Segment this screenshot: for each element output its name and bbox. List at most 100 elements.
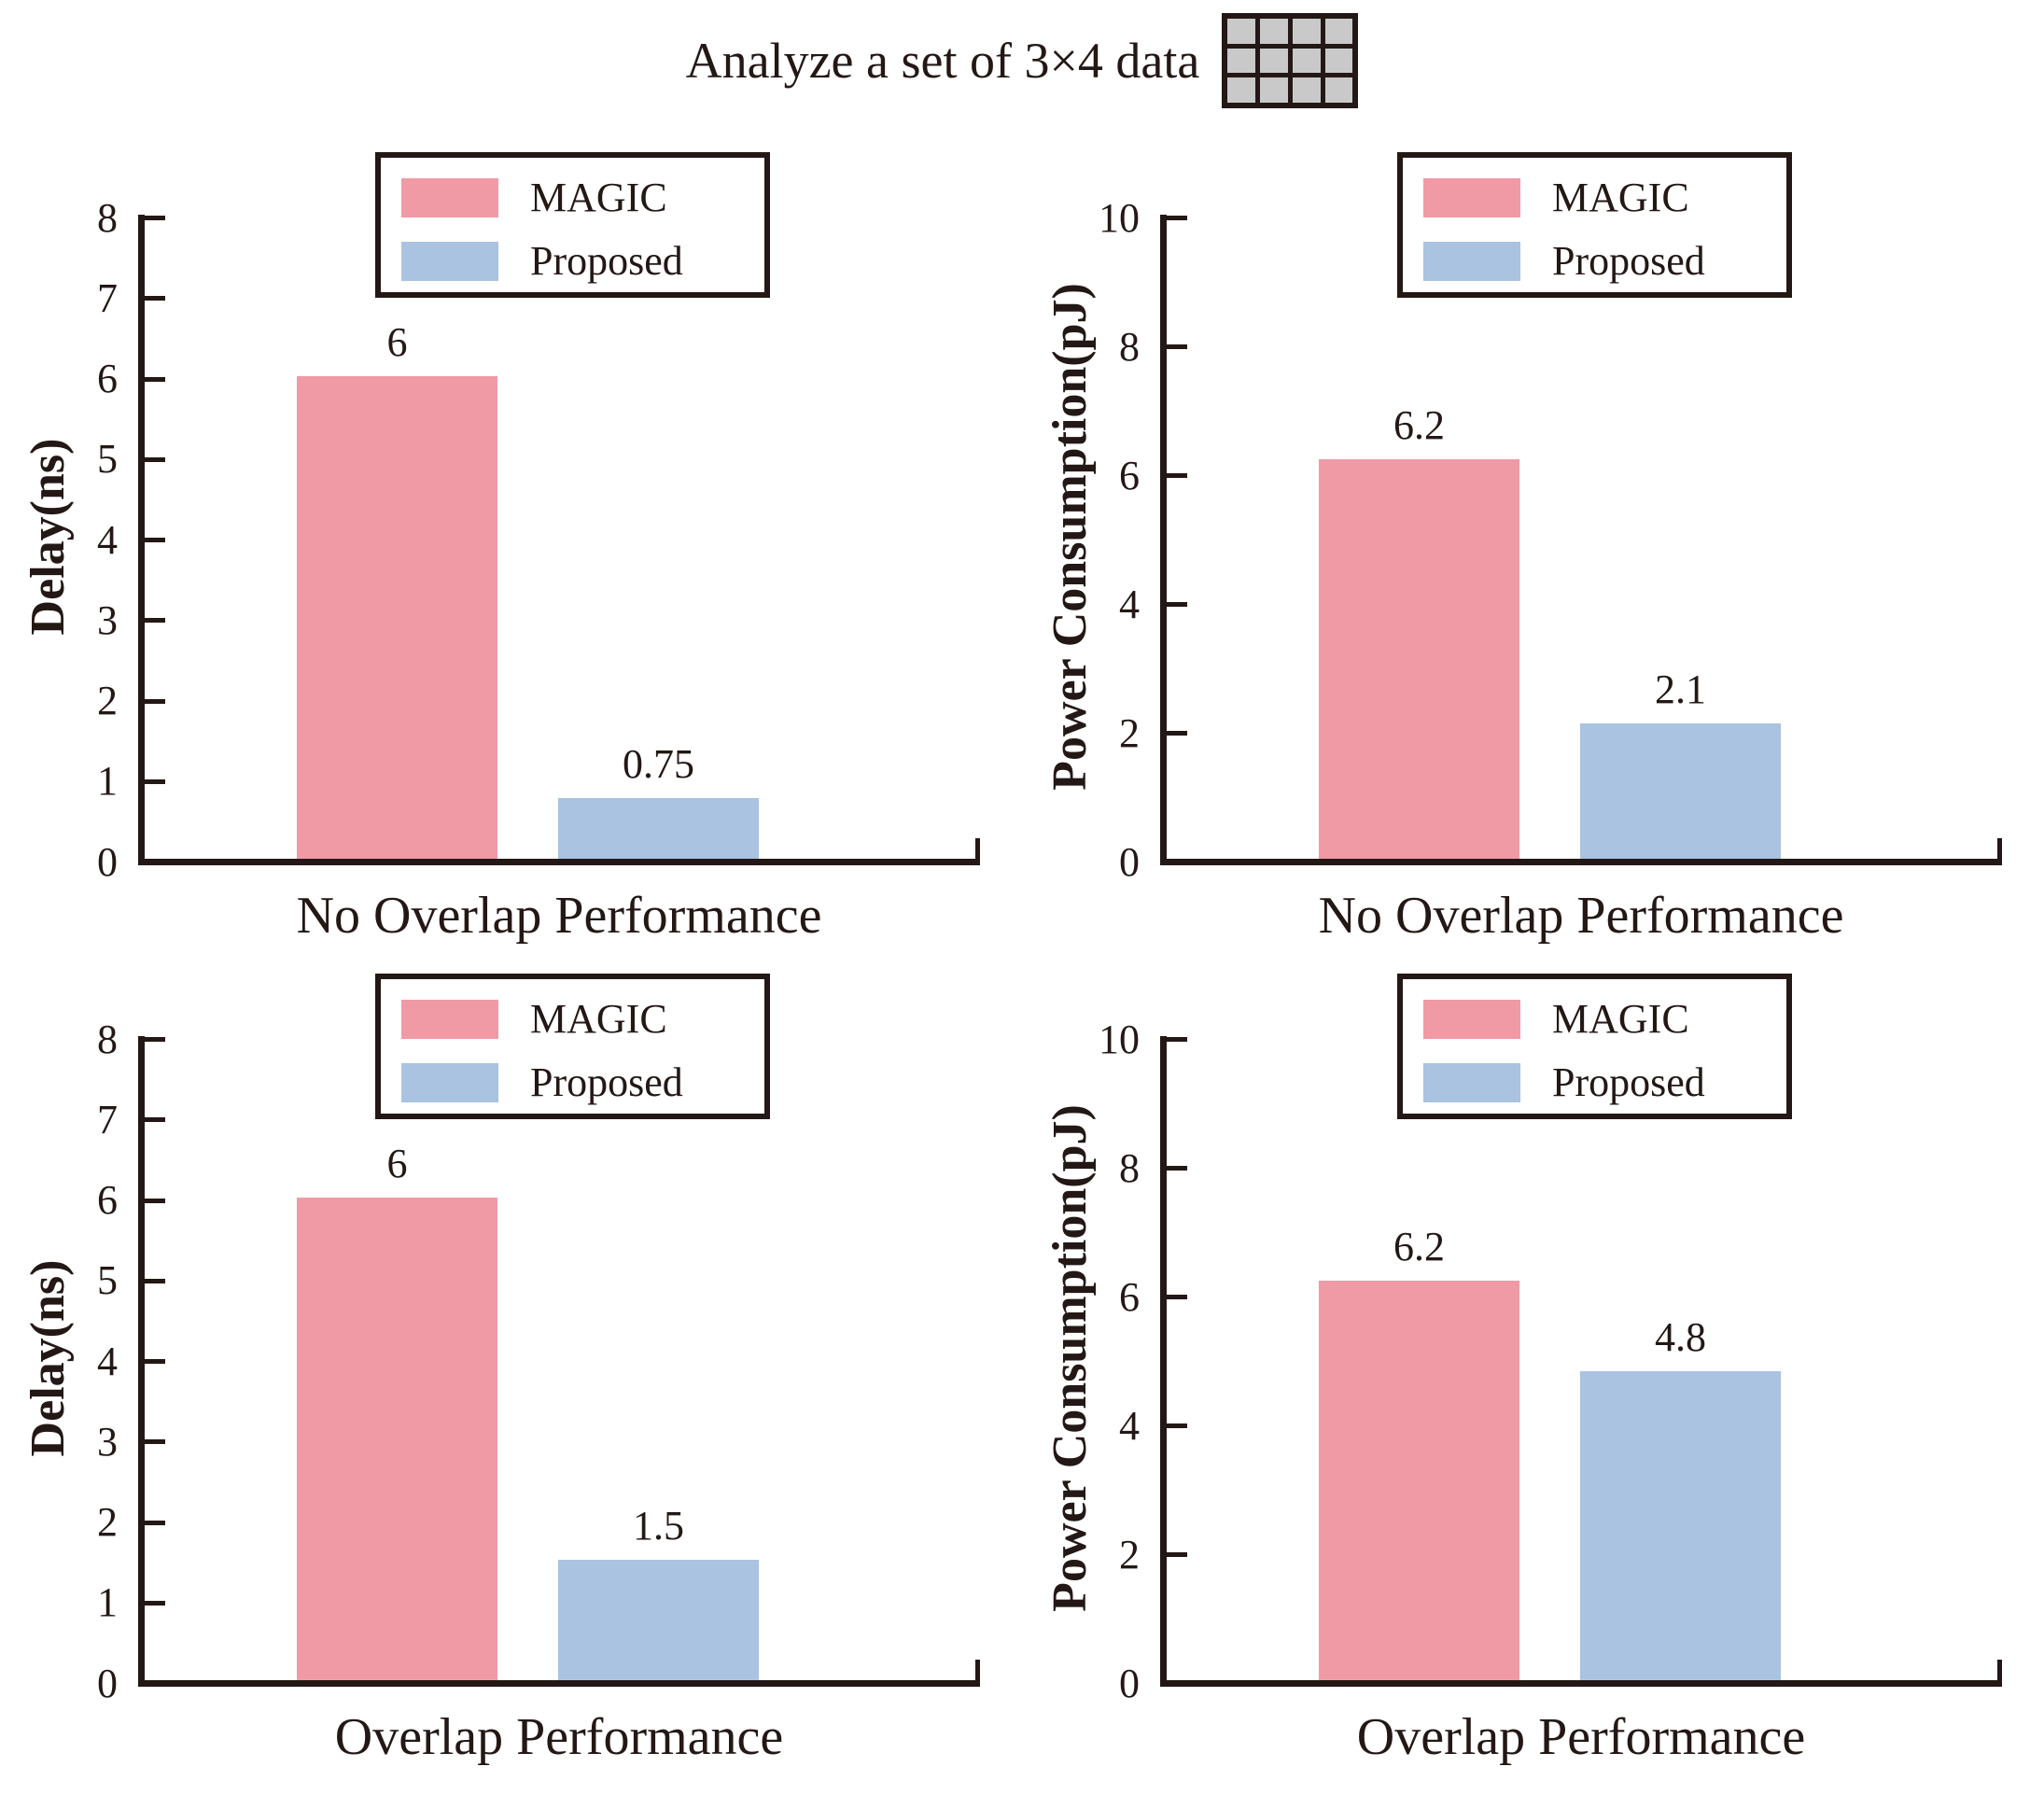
x-axis-end-tick bbox=[1997, 838, 2002, 859]
x-axis bbox=[1160, 1680, 2002, 1687]
y-tick-label: 6 bbox=[97, 356, 118, 401]
x-axis-end-tick bbox=[975, 1660, 980, 1680]
y-axis-title: Power Consumption(pJ) bbox=[1043, 1104, 1097, 1612]
legend-swatch-proposed bbox=[401, 242, 498, 281]
y-tick bbox=[145, 1278, 165, 1283]
grid-icon-cell bbox=[1324, 77, 1353, 103]
y-axis bbox=[138, 1036, 145, 1687]
y-tick-label: 4 bbox=[1119, 1402, 1140, 1449]
bar-value-label: 6 bbox=[386, 318, 408, 365]
y-tick-label: 8 bbox=[97, 1016, 118, 1062]
y-tick-label: 10 bbox=[1099, 194, 1140, 241]
y-tick bbox=[1167, 344, 1187, 349]
legend-label: Proposed bbox=[1552, 238, 1705, 284]
y-tick-label: 0 bbox=[97, 838, 118, 885]
y-tick-label: 3 bbox=[97, 596, 118, 643]
y-tick-label: 1 bbox=[97, 758, 118, 805]
legend-label: MAGIC bbox=[1552, 996, 1689, 1042]
y-axis-title: Power Consumption(pJ) bbox=[1043, 283, 1097, 791]
chart-power-no-overlap: 0 2 4 6 8 10 6.2 2.1 No Overlap Performance Power… bbox=[1022, 70, 2044, 971]
grid-icon-cell bbox=[1324, 19, 1353, 44]
chart-delay-overlap: 0 1 2 3 4 5 6 7 8 6 1.5 Overlap Performance Delay(ns… bbox=[0, 891, 1022, 1792]
bar-value-label: 1.5 bbox=[633, 1502, 684, 1549]
y-tick bbox=[145, 1520, 165, 1525]
y-tick bbox=[1167, 1166, 1187, 1171]
legend: MAGIC Proposed bbox=[1397, 974, 1792, 1119]
y-tick bbox=[145, 296, 165, 302]
y-tick-label: 8 bbox=[1119, 1144, 1140, 1191]
y-tick bbox=[1167, 216, 1187, 220]
bar-value-label: 0.75 bbox=[623, 741, 694, 788]
y-tick-label: 6 bbox=[1119, 1273, 1140, 1320]
y-tick bbox=[145, 698, 165, 704]
x-axis-title: No Overlap Performance bbox=[1318, 887, 1844, 945]
chart-delay-no-overlap: 0 1 2 3 4 5 6 7 8 6 0.75 No Overlap Performance Dela… bbox=[0, 70, 1022, 971]
x-axis bbox=[1160, 859, 2002, 865]
y-axis bbox=[1160, 1036, 1167, 1687]
y-tick bbox=[145, 376, 165, 382]
grid-icon-cell bbox=[1292, 77, 1321, 103]
bar-magic bbox=[297, 375, 497, 859]
y-tick-label: 7 bbox=[97, 1096, 118, 1143]
y-tick bbox=[145, 1600, 165, 1606]
legend-swatch-proposed bbox=[1423, 242, 1520, 281]
y-axis-title: Delay(ns) bbox=[21, 1259, 75, 1457]
y-tick bbox=[145, 1198, 165, 1203]
y-tick-label: 2 bbox=[1119, 1531, 1140, 1578]
legend-swatch-proposed bbox=[1423, 1063, 1520, 1102]
legend-swatch-proposed bbox=[401, 1063, 498, 1102]
y-tick-label: 4 bbox=[97, 1338, 118, 1384]
y-tick bbox=[145, 1117, 165, 1123]
y-tick bbox=[1167, 1552, 1187, 1557]
bar-magic bbox=[1319, 1281, 1519, 1680]
y-tick bbox=[1167, 731, 1187, 736]
y-tick-label: 6 bbox=[1119, 452, 1140, 498]
chart-power-overlap: 0 2 4 6 8 10 6.2 4.8 Overlap Performance Power Co… bbox=[1022, 891, 2044, 1792]
y-tick bbox=[1167, 1037, 1187, 1042]
bar-proposed bbox=[1580, 1370, 1781, 1680]
y-tick-label: 2 bbox=[1119, 709, 1140, 756]
bar-value-label: 6.2 bbox=[1393, 402, 1445, 449]
x-axis-end-tick bbox=[975, 838, 980, 859]
bar-proposed bbox=[558, 798, 759, 859]
y-tick bbox=[1167, 473, 1187, 478]
grid-icon-cell bbox=[1292, 19, 1321, 44]
y-tick-label: 1 bbox=[97, 1579, 118, 1626]
x-axis-title: No Overlap Performance bbox=[296, 887, 822, 945]
legend: MAGIC Proposed bbox=[1397, 152, 1792, 298]
legend-label: MAGIC bbox=[1552, 175, 1689, 220]
legend-swatch-magic bbox=[1423, 178, 1520, 217]
figure-title: Analyze a set of 3×4 data bbox=[685, 33, 1200, 89]
y-tick-label: 0 bbox=[1119, 838, 1140, 885]
y-axis bbox=[138, 215, 145, 865]
legend-swatch-magic bbox=[401, 1000, 498, 1039]
y-tick bbox=[145, 1359, 165, 1364]
y-tick bbox=[145, 1681, 165, 1686]
bar-magic bbox=[1319, 459, 1519, 859]
y-tick-label: 4 bbox=[97, 516, 118, 563]
legend-swatch-magic bbox=[1423, 1000, 1520, 1039]
y-tick bbox=[145, 1037, 165, 1042]
y-tick bbox=[1167, 860, 1187, 864]
y-axis-title: Delay(ns) bbox=[21, 438, 75, 636]
y-tick-label: 8 bbox=[1119, 323, 1140, 370]
legend-label: MAGIC bbox=[530, 175, 667, 220]
legend-label: MAGIC bbox=[530, 996, 667, 1042]
bar-proposed bbox=[558, 1559, 759, 1680]
grid-icon-cell bbox=[1260, 77, 1288, 103]
y-tick-label: 8 bbox=[97, 194, 118, 241]
y-tick-label: 5 bbox=[97, 1257, 118, 1304]
y-tick bbox=[145, 216, 165, 220]
grid-icon-cell bbox=[1227, 19, 1256, 44]
figure-title-row: Analyze a set of 3×4 data bbox=[0, 13, 2044, 108]
y-tick bbox=[145, 538, 165, 542]
x-axis-title: Overlap Performance bbox=[1356, 1708, 1806, 1766]
legend: MAGIC Proposed bbox=[375, 974, 770, 1119]
x-axis-title: Overlap Performance bbox=[334, 1708, 784, 1766]
y-tick-label: 0 bbox=[97, 1660, 118, 1706]
bar-magic bbox=[297, 1197, 497, 1680]
bar-proposed bbox=[1580, 723, 1781, 859]
x-axis bbox=[138, 1680, 980, 1687]
x-axis bbox=[138, 859, 980, 865]
